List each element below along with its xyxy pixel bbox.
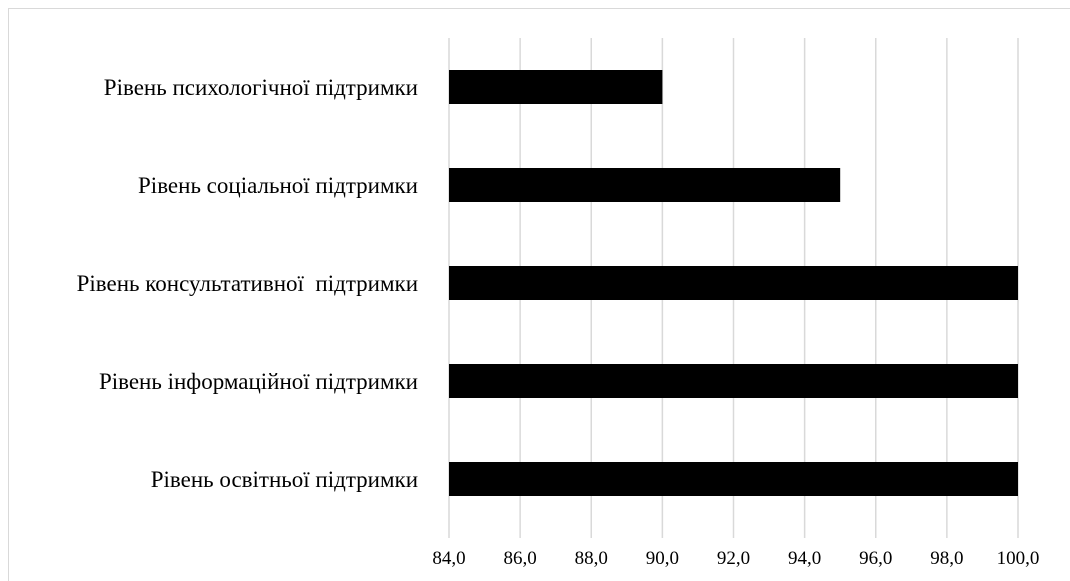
x-tick-label: 94,0: [788, 548, 821, 569]
bar: [449, 462, 1018, 496]
bars: [449, 70, 1018, 496]
category-label: Рівень освітньої підтримки: [151, 467, 418, 492]
x-tick-label: 100,0: [997, 548, 1040, 569]
category-label: Рівень інформаційної підтримки: [99, 369, 418, 394]
x-axis-tick-labels: 84,0 86,0 88,0 90,0 92,0 94,0 96,0 98,0 100,0: [432, 548, 1039, 569]
x-tick-label: 86,0: [504, 548, 537, 569]
category-label: Рівень соціальної підтримки: [138, 173, 418, 198]
bar: [449, 168, 841, 202]
x-tick-label: 98,0: [930, 548, 963, 569]
category-label: Рівень психологічної підтримки: [104, 75, 418, 100]
x-tick-label: 88,0: [575, 548, 608, 569]
x-tick-label: 90,0: [646, 548, 679, 569]
x-tick-label: 96,0: [859, 548, 892, 569]
bar: [449, 364, 1018, 398]
x-tick-label: 92,0: [717, 548, 750, 569]
bar: [449, 266, 1018, 300]
x-tick-label: 84,0: [432, 548, 465, 569]
bar: [449, 70, 663, 104]
category-label: Рівень консультативної підтримки: [77, 271, 418, 296]
category-labels: Рівень психологічної підтримки Рівень соц…: [77, 75, 418, 492]
